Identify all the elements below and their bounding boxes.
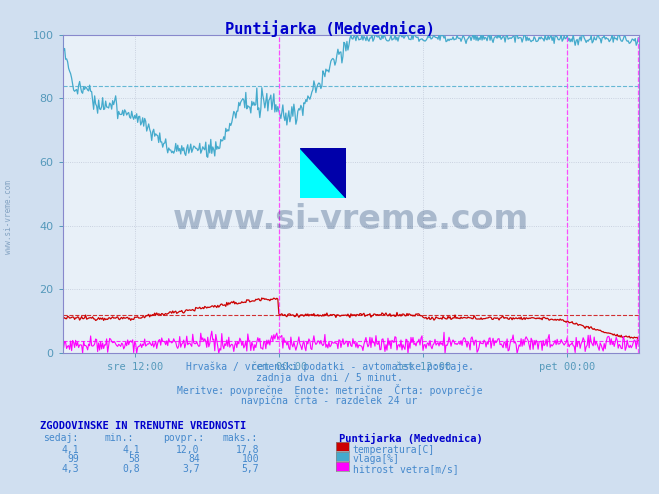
Text: 4,1: 4,1 bbox=[123, 445, 140, 454]
Text: 0,8: 0,8 bbox=[123, 464, 140, 474]
Text: sedaj:: sedaj: bbox=[43, 433, 78, 443]
Polygon shape bbox=[300, 148, 346, 198]
Text: 4,1: 4,1 bbox=[61, 445, 79, 454]
Text: 99: 99 bbox=[67, 454, 79, 464]
Text: Puntijarka (Medvednica): Puntijarka (Medvednica) bbox=[339, 433, 483, 444]
Text: www.si-vreme.com: www.si-vreme.com bbox=[4, 180, 13, 254]
Text: vlaga[%]: vlaga[%] bbox=[353, 454, 399, 464]
Text: www.si-vreme.com: www.si-vreme.com bbox=[173, 203, 529, 236]
Text: Meritve: povprečne  Enote: metrične  Črta: povprečje: Meritve: povprečne Enote: metrične Črta:… bbox=[177, 384, 482, 396]
Polygon shape bbox=[300, 148, 346, 198]
Polygon shape bbox=[300, 148, 346, 198]
Text: 100: 100 bbox=[241, 454, 259, 464]
Text: 58: 58 bbox=[129, 454, 140, 464]
Text: maks.:: maks.: bbox=[223, 433, 258, 443]
Text: 5,7: 5,7 bbox=[241, 464, 259, 474]
Text: hitrost vetra[m/s]: hitrost vetra[m/s] bbox=[353, 464, 458, 474]
Text: Hrvaška / vremenski podatki - avtomatske postaje.: Hrvaška / vremenski podatki - avtomatske… bbox=[186, 362, 473, 372]
Text: 12,0: 12,0 bbox=[176, 445, 200, 454]
Text: Puntijarka (Medvednica): Puntijarka (Medvednica) bbox=[225, 20, 434, 37]
Text: 4,3: 4,3 bbox=[61, 464, 79, 474]
Text: min.:: min.: bbox=[104, 433, 134, 443]
Text: ZGODOVINSKE IN TRENUTNE VREDNOSTI: ZGODOVINSKE IN TRENUTNE VREDNOSTI bbox=[40, 421, 246, 431]
Text: zadnja dva dni / 5 minut.: zadnja dva dni / 5 minut. bbox=[256, 373, 403, 383]
Text: povpr.:: povpr.: bbox=[163, 433, 204, 443]
Text: 17,8: 17,8 bbox=[235, 445, 259, 454]
Text: 84: 84 bbox=[188, 454, 200, 464]
Text: navpična črta - razdelek 24 ur: navpična črta - razdelek 24 ur bbox=[241, 396, 418, 406]
Text: 3,7: 3,7 bbox=[182, 464, 200, 474]
Text: temperatura[C]: temperatura[C] bbox=[353, 445, 435, 454]
